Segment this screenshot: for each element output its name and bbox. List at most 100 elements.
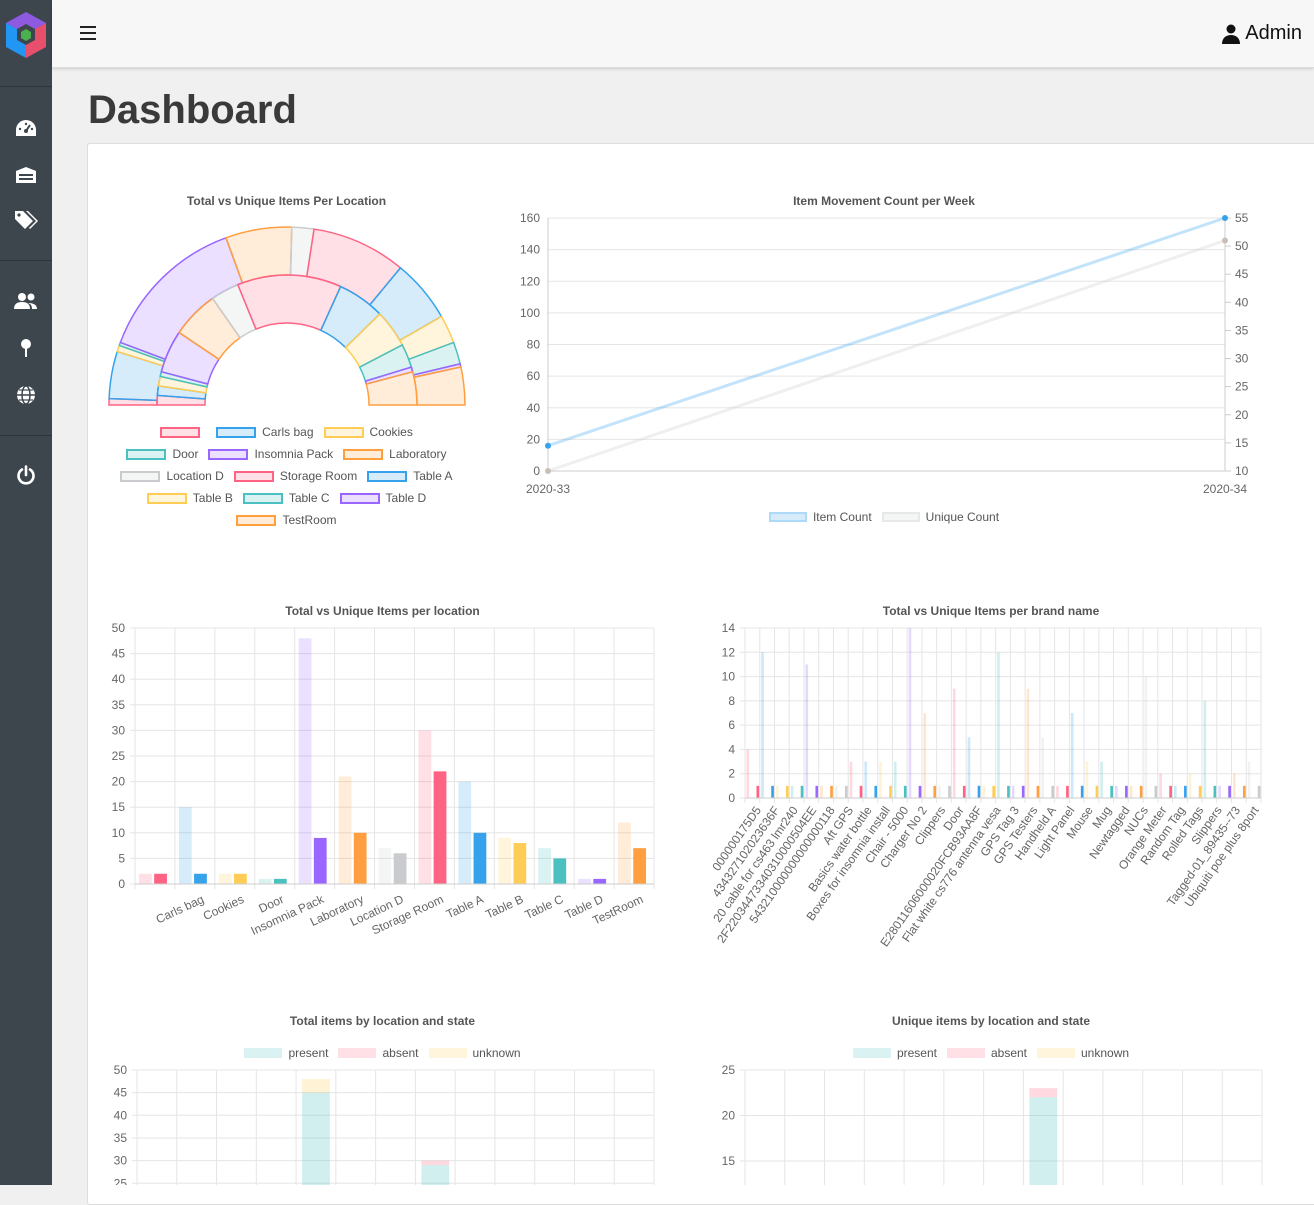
doughnut-legend: Carls bag Cookies Door Insomnia Pack Laborat…	[108, 421, 465, 531]
tick-label: 35	[1235, 323, 1249, 337]
legend-label: Unique Count	[925, 510, 1000, 524]
legend-item[interactable]: Carls bag	[216, 425, 314, 439]
legend-label: Table D	[385, 491, 427, 505]
tick-label: 50	[114, 1063, 128, 1077]
user-menu[interactable]: Admin	[1222, 22, 1302, 45]
legend-label: absent	[382, 1046, 419, 1060]
bar	[893, 761, 897, 798]
tick-label: 45	[114, 1086, 128, 1100]
bar	[952, 688, 956, 798]
tick-label: 15	[1235, 436, 1249, 450]
bar	[982, 785, 986, 798]
tick-label: 0	[118, 877, 125, 891]
legend-item[interactable]: Unique Count	[881, 510, 1000, 524]
legend-item[interactable]: unknown	[1037, 1046, 1129, 1060]
legend-item[interactable]: present	[244, 1046, 328, 1060]
inventory-icon[interactable]	[12, 161, 40, 189]
legend-item[interactable]: Door	[126, 447, 198, 461]
tick-label: 35	[112, 698, 126, 712]
bar	[830, 785, 833, 798]
location-pin-icon[interactable]	[12, 334, 40, 362]
legend-item[interactable]: Cookies	[323, 425, 413, 439]
line-chart: 160 140 120 100 80 60 40 20 0 55 50 45 40 35 30 25 20 15 1…	[520, 211, 1249, 496]
series-line	[547, 216, 1226, 448]
tick-label: 40	[114, 1108, 128, 1122]
bar	[859, 785, 863, 798]
legend-swatch	[126, 448, 167, 460]
chart-title: Total vs Unique Items per brand name	[882, 604, 1100, 618]
bar	[1051, 785, 1055, 798]
legend-item[interactable]: present	[852, 1046, 937, 1060]
dashboard-icon[interactable]	[12, 114, 40, 142]
legend-item[interactable]: Laboratory	[343, 447, 447, 461]
legend-item[interactable]: Table D	[339, 491, 427, 505]
legend-item[interactable]	[160, 426, 206, 438]
users-icon[interactable]	[12, 287, 40, 315]
legend-label: Table B	[192, 491, 233, 505]
legend-swatch	[233, 470, 274, 482]
bar-segment	[302, 1079, 330, 1093]
tick-label: 4	[728, 742, 735, 756]
legend-label: Insomnia Pack	[254, 447, 334, 461]
legend-item[interactable]: Storage Room	[233, 469, 357, 483]
legend-item[interactable]: Table C	[242, 491, 330, 505]
bar	[593, 878, 607, 884]
data-point	[545, 468, 551, 474]
bar	[1154, 785, 1158, 798]
bar	[1243, 785, 1246, 798]
bar	[1070, 713, 1074, 798]
legend-label: Table C	[288, 491, 330, 505]
state-unique-chart: 25 20 15	[722, 1063, 1263, 1185]
bar	[194, 873, 207, 884]
bar-segment	[421, 1160, 450, 1166]
legend-item[interactable]: absent	[338, 1046, 419, 1060]
bar	[1184, 785, 1187, 798]
bar	[785, 785, 789, 798]
x-tick-label: Cookies	[201, 892, 246, 923]
bar	[1203, 700, 1207, 798]
bar	[1129, 785, 1133, 798]
legend-item[interactable]: Table B	[146, 491, 233, 505]
data-point	[1222, 237, 1228, 244]
legend-label: Table A	[413, 469, 453, 483]
tick-label: 15	[112, 800, 126, 814]
bar	[1139, 785, 1143, 798]
tick-label: 40	[112, 672, 126, 686]
power-icon[interactable]	[12, 461, 40, 489]
legend-item[interactable]: Table A	[367, 469, 453, 483]
globe-icon[interactable]	[12, 381, 40, 409]
tags-icon[interactable]	[12, 206, 40, 234]
bar	[889, 785, 892, 798]
bar-segment	[302, 1092, 330, 1185]
bar	[1247, 761, 1251, 798]
legend-label: TestRoom	[282, 513, 337, 527]
tick-label: 25	[112, 749, 126, 763]
tick-label: 15	[722, 1154, 736, 1168]
bar	[1007, 785, 1010, 798]
chart-title: Total vs Unique Items Per Location	[186, 194, 387, 208]
legend-swatch	[146, 492, 187, 504]
app-logo[interactable]	[2, 10, 50, 62]
dashboard-card	[87, 143, 1314, 1205]
legend-item[interactable]: Location D	[120, 469, 224, 483]
legend-item[interactable]: unknown	[428, 1046, 521, 1060]
bar	[1066, 785, 1069, 798]
brand-bar-chart: 14121086420000000175D5434327102023636F20…	[709, 621, 1262, 949]
data-point	[1222, 215, 1228, 221]
bar	[1169, 785, 1172, 798]
legend-label: Location D	[166, 469, 224, 483]
tick-label: 55	[1235, 211, 1249, 225]
tick-label: 0	[533, 464, 540, 478]
bar	[918, 785, 922, 798]
legend-item[interactable]: TestRoom	[236, 513, 337, 527]
tick-label: 120	[520, 274, 540, 288]
legend-item[interactable]: Insomnia Pack	[208, 447, 333, 461]
legend-row: Location D Storage Room Table A	[108, 465, 465, 487]
tick-label: 2	[728, 767, 735, 781]
menu-toggle-icon[interactable]	[80, 26, 96, 40]
data-point	[545, 442, 551, 449]
bar	[874, 785, 878, 798]
legend-item[interactable]: absent	[946, 1046, 1027, 1060]
legend-item[interactable]: Item Count	[768, 510, 872, 524]
legend-swatch	[339, 492, 380, 504]
